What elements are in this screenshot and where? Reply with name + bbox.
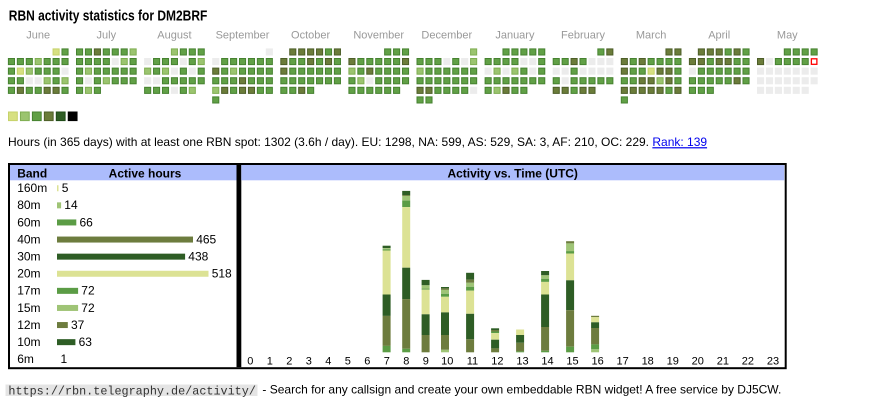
svg-text:20m: 20m xyxy=(17,267,40,281)
svg-text:63: 63 xyxy=(79,335,93,349)
svg-text:16: 16 xyxy=(591,356,603,368)
svg-text:72: 72 xyxy=(81,301,95,315)
svg-text:9: 9 xyxy=(423,356,429,368)
svg-text:June: June xyxy=(26,30,50,42)
svg-text:465: 465 xyxy=(196,232,216,246)
svg-text:August: August xyxy=(157,30,191,42)
svg-text:72: 72 xyxy=(81,284,95,298)
svg-text:13: 13 xyxy=(516,356,528,368)
svg-text:10m: 10m xyxy=(17,335,40,349)
svg-text:15m: 15m xyxy=(17,301,40,315)
svg-text:14: 14 xyxy=(64,198,78,212)
svg-text:7: 7 xyxy=(384,356,390,368)
svg-text:RBN activity statistics for DM: RBN activity statistics for DM2BRF xyxy=(9,8,208,25)
svg-text:July: July xyxy=(97,30,117,42)
svg-text:April: April xyxy=(708,30,730,42)
svg-text:37: 37 xyxy=(71,318,85,332)
svg-text:19: 19 xyxy=(667,356,679,368)
svg-text:17: 17 xyxy=(616,356,628,368)
svg-text:November: November xyxy=(353,30,404,42)
svg-text:23: 23 xyxy=(767,356,779,368)
svg-text:1: 1 xyxy=(61,352,68,366)
svg-text:Activity vs. Time (UTC): Activity vs. Time (UTC) xyxy=(447,166,577,180)
svg-text:Band: Band xyxy=(17,166,47,180)
svg-text:4: 4 xyxy=(325,356,331,368)
svg-text:https://rbn.telegraphy.de/acti: https://rbn.telegraphy.de/activity/ xyxy=(8,384,256,398)
svg-text:0: 0 xyxy=(247,356,253,368)
svg-text:160m: 160m xyxy=(17,181,47,195)
svg-text:- Search for any callsign and: - Search for any callsign and create you… xyxy=(262,383,781,397)
svg-text:2: 2 xyxy=(286,356,292,368)
svg-text:40m: 40m xyxy=(17,232,40,246)
svg-text:30m: 30m xyxy=(17,250,40,264)
svg-text:6m: 6m xyxy=(17,352,34,366)
svg-text:6: 6 xyxy=(364,356,370,368)
svg-text:October: October xyxy=(291,30,330,42)
svg-text:Active hours: Active hours xyxy=(109,166,182,180)
svg-text:18: 18 xyxy=(642,356,654,368)
svg-text:15: 15 xyxy=(566,356,578,368)
svg-text:Hours (in 365 days) with at le: Hours (in 365 days) with at least one RB… xyxy=(8,135,707,149)
svg-text:60m: 60m xyxy=(17,215,40,229)
svg-text:May: May xyxy=(777,30,798,42)
svg-text:February: February xyxy=(561,30,606,42)
svg-text:January: January xyxy=(495,30,535,42)
svg-text:March: March xyxy=(636,30,667,42)
svg-text:12m: 12m xyxy=(17,318,40,332)
svg-text:10: 10 xyxy=(441,356,453,368)
svg-text:14: 14 xyxy=(541,356,553,368)
svg-text:December: December xyxy=(421,30,472,42)
svg-text:518: 518 xyxy=(212,267,232,281)
svg-text:21: 21 xyxy=(717,356,729,368)
svg-text:66: 66 xyxy=(80,215,94,229)
svg-text:17m: 17m xyxy=(17,284,40,298)
svg-text:1: 1 xyxy=(267,356,273,368)
svg-text:5: 5 xyxy=(345,356,351,368)
svg-text:20: 20 xyxy=(692,356,704,368)
svg-text:12: 12 xyxy=(491,356,503,368)
svg-text:438: 438 xyxy=(188,250,208,264)
svg-text:22: 22 xyxy=(742,356,754,368)
svg-text:8: 8 xyxy=(403,356,409,368)
svg-text:3: 3 xyxy=(306,356,312,368)
svg-text:5: 5 xyxy=(62,181,69,195)
svg-text:September: September xyxy=(216,30,270,42)
svg-text:11: 11 xyxy=(467,356,478,368)
svg-text:80m: 80m xyxy=(17,198,40,212)
